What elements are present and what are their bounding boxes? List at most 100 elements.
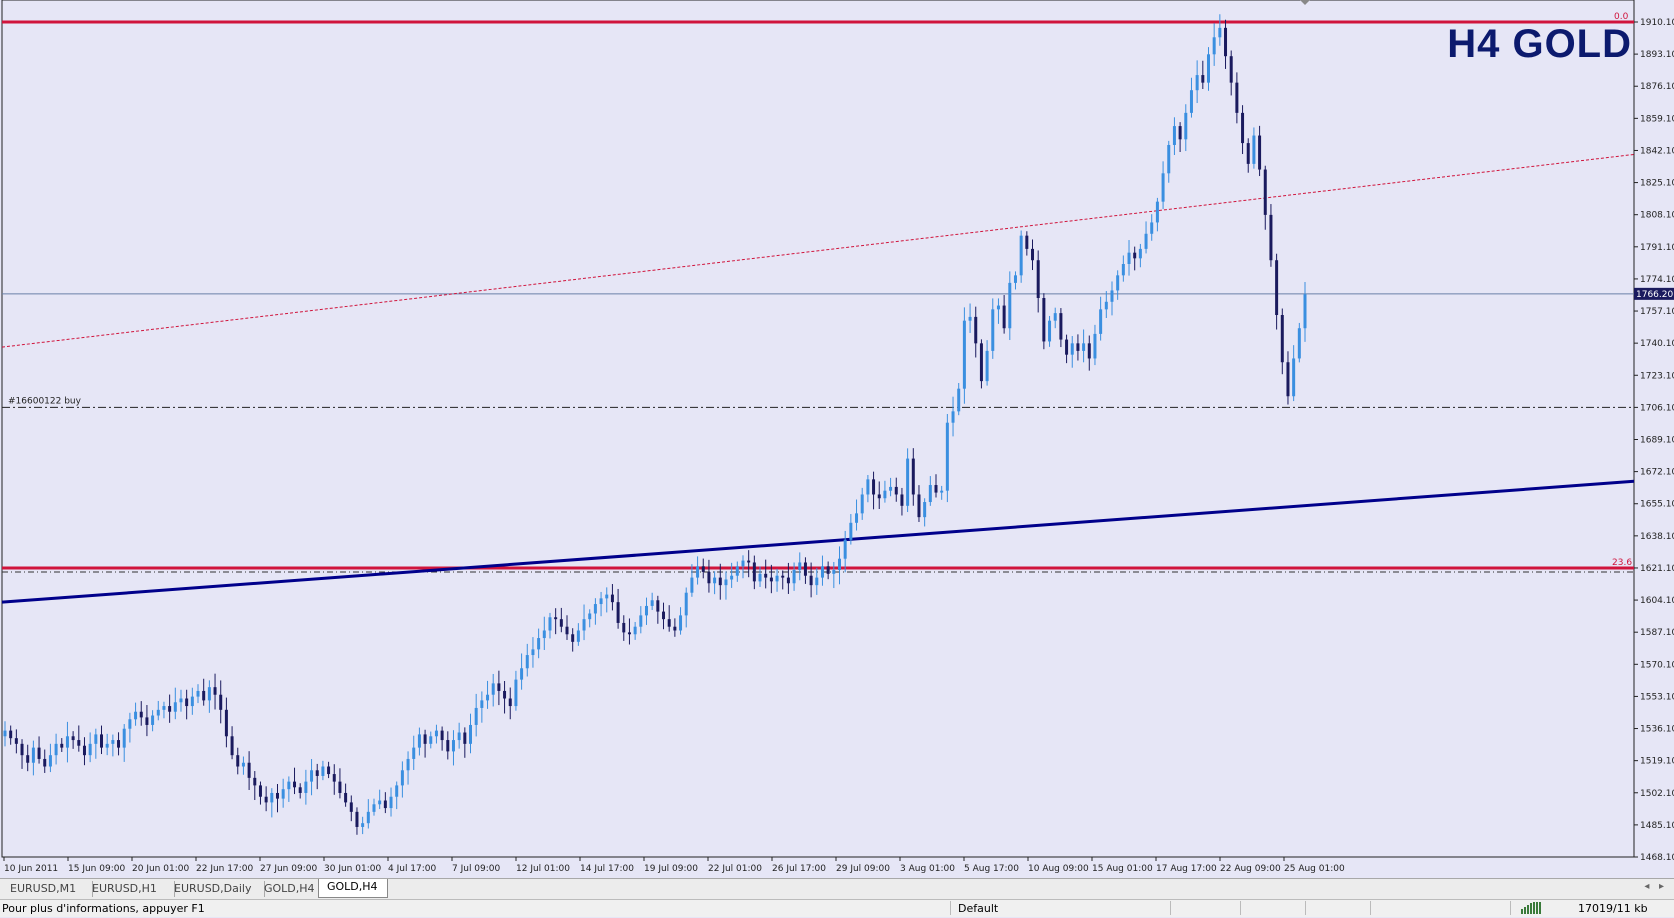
bull-candle: [951, 411, 955, 423]
bull-candle: [684, 592, 688, 616]
bear-candle: [667, 619, 671, 627]
bull-candle: [457, 732, 461, 741]
bull-candle: [945, 422, 949, 491]
bull-candle: [758, 573, 762, 582]
bull-candle: [1218, 27, 1222, 38]
bull-candle: [639, 615, 643, 627]
chart-area[interactable]: 1910.10 1893.10 1876.10 1859.10 1842.10 1825.…: [0, 0, 1674, 878]
bear-candle: [1076, 343, 1080, 351]
bear-candle: [786, 577, 790, 584]
bull-candle: [179, 698, 183, 703]
tab-eurusd-m1[interactable]: EURUSD,M1: [2, 881, 93, 897]
bull-candle: [65, 736, 69, 748]
bull-candle: [361, 823, 365, 827]
tab-eurusd-daily[interactable]: EURUSD,Daily: [166, 881, 265, 897]
tab-eurusd-h1[interactable]: EURUSD,H1: [84, 881, 175, 897]
bear-candle: [9, 730, 13, 739]
price-axis-label: 1723.10: [1640, 371, 1674, 381]
bull-candle: [644, 605, 648, 616]
bull-candle: [1019, 235, 1023, 276]
chart-title: H4 GOLD: [1447, 22, 1632, 66]
bull-candle: [1195, 75, 1199, 91]
status-profile: Default: [958, 902, 999, 915]
bear-candle: [1241, 112, 1245, 144]
bull-candle: [866, 479, 870, 495]
price-axis-label: 1842.10: [1640, 146, 1674, 156]
tab-scroll-arrows[interactable]: ◂ ▸: [1644, 881, 1664, 892]
bull-candle: [696, 566, 700, 578]
bull-candle: [151, 715, 155, 725]
bear-candle: [185, 698, 189, 707]
bear-candle: [202, 690, 206, 701]
price-chart[interactable]: 1910.10 1893.10 1876.10 1859.10 1842.10 1825.…: [0, 0, 1674, 878]
bull-candle: [173, 702, 177, 712]
connection-bars-icon: [1520, 901, 1544, 918]
bear-candle: [1275, 260, 1279, 316]
bull-candle: [1292, 358, 1296, 397]
bear-candle: [77, 740, 81, 746]
time-axis-label: 14 Jul 17:00: [580, 864, 634, 874]
price-axis-label: 1536.10: [1640, 725, 1674, 735]
bear-candle: [1269, 214, 1273, 261]
bear-candle: [82, 745, 86, 756]
bear-candle: [315, 770, 319, 776]
bull-candle: [366, 811, 370, 824]
tab-gold-h4-active[interactable]: GOLD,H4: [318, 879, 388, 898]
bear-candle: [934, 485, 938, 493]
bear-candle: [622, 622, 626, 633]
bear-candle: [565, 626, 569, 635]
bear-candle: [872, 479, 876, 495]
status-traffic: 17019/11 kb: [1578, 902, 1648, 915]
bear-candle: [224, 709, 228, 737]
bear-candle: [100, 734, 104, 748]
bear-candle: [168, 706, 172, 712]
bear-candle: [508, 698, 512, 707]
bull-candle: [1144, 233, 1148, 249]
bull-candle: [576, 630, 580, 642]
bull-candle: [134, 711, 138, 720]
bull-candle: [1206, 54, 1210, 83]
bull-candle: [1127, 252, 1131, 264]
time-axis-label: 15 Aug 01:00: [1092, 864, 1153, 874]
bull-candle: [310, 770, 314, 782]
bull-candle: [923, 502, 927, 518]
status-separator: [1370, 901, 1371, 915]
price-axis-label: 1672.10: [1640, 468, 1674, 478]
scroll-right-icon[interactable]: ▸: [1658, 881, 1664, 892]
bull-candle: [588, 613, 592, 620]
time-axis-label: 22 Jul 01:00: [708, 864, 762, 874]
bull-candle: [400, 770, 404, 786]
bull-candle: [690, 577, 694, 593]
bull-candle: [798, 562, 802, 571]
bull-candle: [417, 734, 421, 748]
scroll-left-icon[interactable]: ◂: [1644, 881, 1650, 892]
bull-candle: [593, 604, 597, 614]
time-axis-label: 20 Jun 01:00: [132, 864, 189, 874]
bull-candle: [1150, 222, 1154, 234]
bull-candle: [996, 305, 1000, 310]
bull-candle: [389, 796, 393, 809]
bull-candle: [429, 736, 433, 744]
bear-candle: [332, 774, 336, 782]
bull-candle: [270, 792, 274, 803]
bear-candle: [656, 600, 660, 612]
price-axis-label: 1689.10: [1640, 436, 1674, 446]
bull-candle: [486, 694, 490, 701]
bear-candle: [747, 560, 751, 563]
bull-candle: [713, 577, 717, 584]
bull-candle: [1297, 328, 1301, 359]
bull-candle: [957, 388, 961, 412]
price-axis-label: 1604.10: [1640, 596, 1674, 606]
price-axis-label: 1485.10: [1640, 821, 1674, 831]
bear-candle: [1031, 248, 1035, 261]
bull-candle: [855, 513, 859, 523]
bear-candle: [1224, 27, 1228, 57]
bull-candle: [1093, 333, 1097, 359]
bull-candle: [962, 320, 966, 389]
bear-candle: [213, 687, 217, 695]
bull-candle: [542, 630, 546, 639]
bull-candle: [514, 679, 518, 707]
bull-candle: [1138, 248, 1142, 259]
bear-candle: [446, 740, 450, 752]
bull-candle: [122, 728, 126, 748]
